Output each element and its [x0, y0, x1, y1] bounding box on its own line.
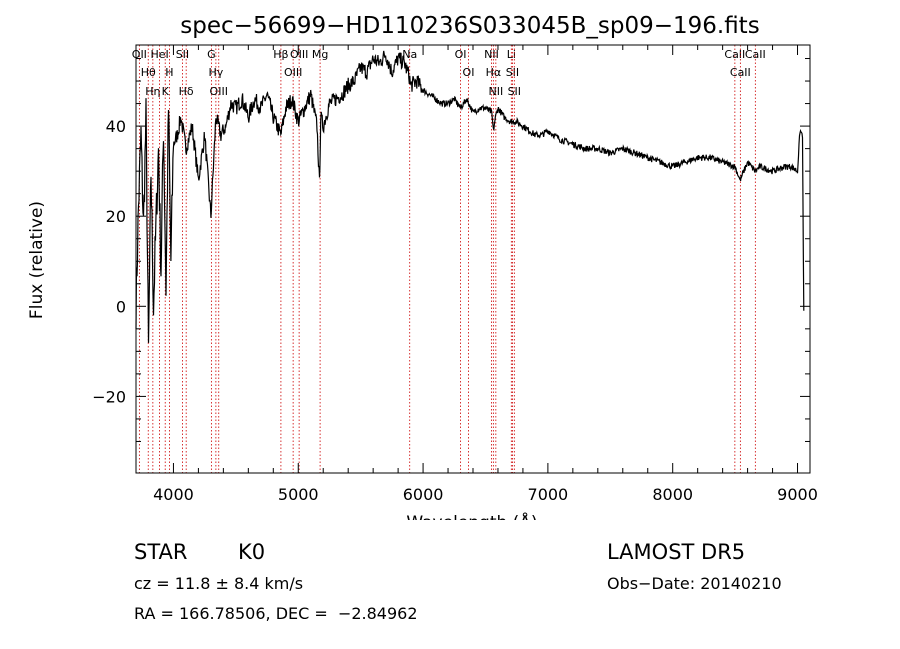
spectral-line-label: Mg — [312, 48, 328, 61]
spectral-line-label: SII — [508, 85, 521, 98]
spectral-line-label: NII — [488, 85, 503, 98]
y-tick-label: −20 — [92, 387, 126, 406]
spectral-line-label: CaII — [724, 48, 745, 61]
x-axis: 4000 5000 6000 7000 8000 9000 — [153, 45, 818, 504]
spectral-line-label: OI — [463, 66, 475, 79]
spectral-line-label: Hα — [486, 66, 502, 79]
spectral-line-label: OI — [455, 48, 467, 61]
spectral-line-label: Li — [507, 48, 516, 61]
y-tick-label: 40 — [106, 117, 126, 136]
spectral-line-label: Hη — [145, 85, 160, 98]
x-tick-label: 7000 — [528, 485, 569, 504]
x-axis-label: Wavelength (Å) — [406, 511, 537, 520]
y-axis-label: Flux (relative) — [27, 201, 47, 319]
y-tick-label: 0 — [116, 297, 126, 316]
spectral-line-label: OIII — [284, 66, 302, 79]
x-tick-label: 8000 — [652, 485, 693, 504]
spectral-line-label: CaII — [730, 66, 751, 79]
spectral-line-label: CaII — [745, 48, 766, 61]
spectral-line-label: Hβ — [273, 48, 288, 61]
x-tick-label: 6000 — [403, 485, 444, 504]
spectral-line-label: Hγ — [208, 66, 223, 79]
x-tick-label: 9000 — [777, 485, 818, 504]
spectrum-chart: spec−56699−HD110236S033045B_sp09−196.fit… — [27, 13, 818, 520]
survey-name: LAMOST DR5 — [607, 540, 746, 564]
spectral-line-label: K — [162, 85, 170, 98]
x-tick-label: 4000 — [153, 485, 194, 504]
object-subclass: K0 — [238, 540, 266, 564]
spectral-line-label: Na — [402, 48, 417, 61]
spectral-line-label: SII — [176, 48, 189, 61]
spectral-line-label: OII — [132, 48, 147, 61]
redshift-text: cz = 11.8 ± 8.4 km/s — [134, 574, 304, 593]
spectral-line-label: G — [207, 48, 216, 61]
chart-title: spec−56699−HD110236S033045B_sp09−196.fit… — [180, 13, 759, 39]
y-tick-label: 20 — [106, 207, 126, 226]
object-class: STAR — [134, 540, 188, 564]
spectral-line-label: HeI — [150, 48, 168, 61]
y-axis: −20 0 20 40 — [92, 58, 810, 442]
x-tick-label: 5000 — [278, 485, 319, 504]
obs-date-text: Obs−Date: 20140210 — [607, 574, 782, 593]
spectral-line-label: H — [165, 66, 173, 79]
spectral-line-label: OIII — [290, 48, 308, 61]
spectrum-line — [135, 50, 805, 343]
spectral-line-label: Hδ — [179, 85, 194, 98]
spectral-line-label: SII — [506, 66, 519, 79]
spectral-line-label: Hθ — [141, 66, 156, 79]
spectral-line-label: NII — [484, 48, 499, 61]
coords-text: RA = 166.78506, DEC = −2.84962 — [134, 604, 418, 623]
spectral-line-label: OIII — [210, 85, 228, 98]
